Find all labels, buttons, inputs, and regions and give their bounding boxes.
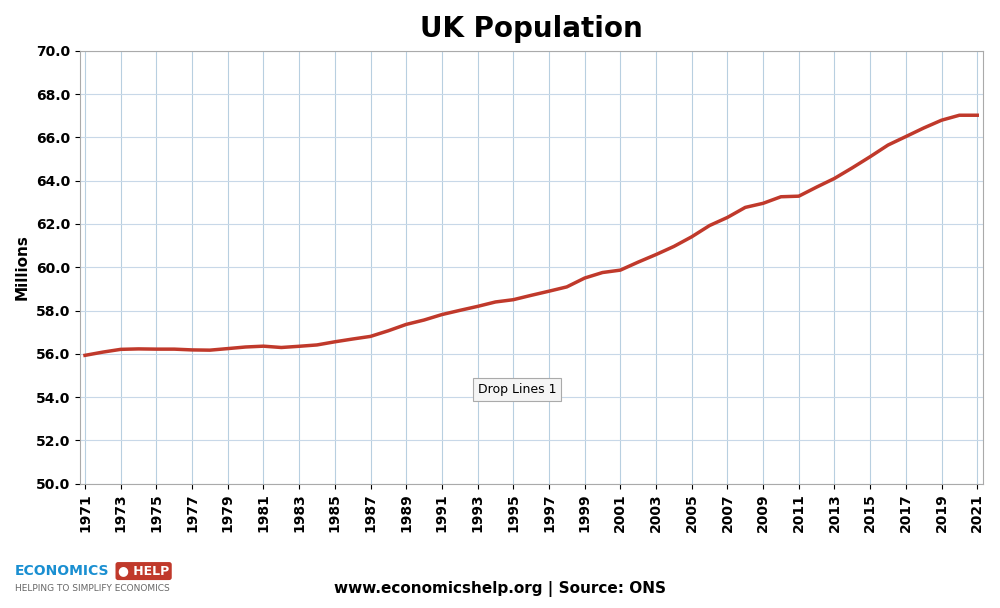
Y-axis label: Millions: Millions bbox=[15, 234, 30, 300]
Text: Drop Lines 1: Drop Lines 1 bbox=[478, 382, 556, 396]
Text: HELPING TO SIMPLIFY ECONOMICS: HELPING TO SIMPLIFY ECONOMICS bbox=[15, 584, 170, 593]
Text: ECONOMICS: ECONOMICS bbox=[15, 564, 110, 578]
Text: www.economicshelp.org | Source: ONS: www.economicshelp.org | Source: ONS bbox=[334, 581, 666, 597]
Text: ● HELP: ● HELP bbox=[118, 565, 169, 578]
Title: UK Population: UK Population bbox=[420, 15, 642, 43]
